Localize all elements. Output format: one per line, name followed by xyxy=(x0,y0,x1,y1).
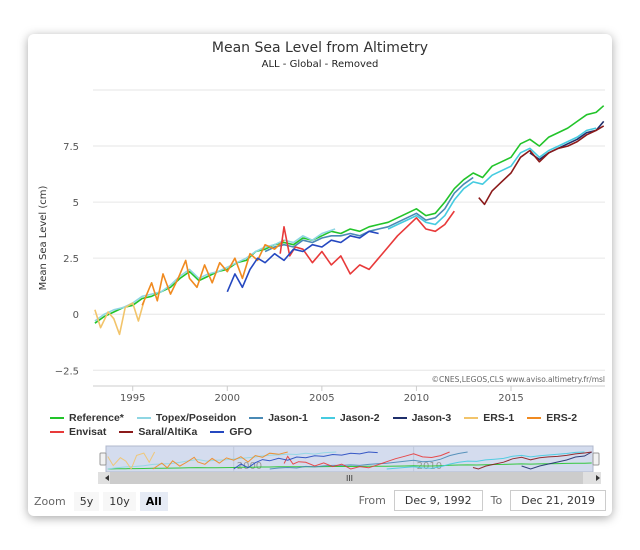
navigator-series xyxy=(107,462,592,470)
series-line-reference-[interactable] xyxy=(94,105,605,324)
y-tick-label: −2.5 xyxy=(55,366,79,377)
x-tick-label: 2000 xyxy=(215,393,240,404)
legend-label: Envisat xyxy=(69,426,107,438)
scroll-left-arrow-icon[interactable] xyxy=(105,475,109,481)
scroll-right-arrow-icon[interactable] xyxy=(596,475,600,481)
zoom-5y-button[interactable]: 5y xyxy=(73,492,100,511)
x-tick-label: 2015 xyxy=(498,393,523,404)
legend-label: Jason-1 xyxy=(268,412,308,424)
legend-label: Jason-3 xyxy=(411,412,452,424)
x-tick-label: 1995 xyxy=(120,393,145,404)
zoom-10y-button[interactable]: 10y xyxy=(103,492,136,511)
legend-label: Saral/AltiKa xyxy=(138,426,198,438)
legend-swatch xyxy=(464,417,479,420)
zoom-controls: Zoom 5y 10y All xyxy=(34,492,168,511)
legend-label: ERS-2 xyxy=(546,412,578,424)
navigator-series xyxy=(283,451,450,470)
navigator-series xyxy=(521,451,592,470)
to-label: To xyxy=(490,494,503,507)
navigator-right-handle[interactable] xyxy=(592,452,600,466)
legend-swatch xyxy=(392,417,407,420)
legend-swatch xyxy=(136,417,151,420)
navigator-series xyxy=(269,451,468,470)
date-range: From Dec 9, 1992 To Dec 21, 2019 xyxy=(359,490,606,511)
legend-swatch xyxy=(50,417,64,420)
navigator-left-handle[interactable] xyxy=(99,452,107,466)
chart-title: Mean Sea Level from Altimetry xyxy=(211,40,429,56)
legend-label: ERS-1 xyxy=(483,412,515,424)
y-tick-label: 5 xyxy=(73,198,79,209)
legend-label: Reference* xyxy=(69,412,124,424)
y-axis-label: Mean Sea Level (cm) xyxy=(38,185,49,290)
series-line-envisat[interactable] xyxy=(279,210,455,275)
x-tick-label: 2005 xyxy=(309,393,334,404)
to-date-input[interactable]: Dec 21, 2019 xyxy=(510,490,606,511)
legend-item[interactable]: Topex/Poseidon xyxy=(136,411,237,425)
legend-item[interactable]: Envisat xyxy=(50,425,106,439)
legend-item[interactable]: GFO xyxy=(210,425,252,439)
y-tick-label: 2.5 xyxy=(63,254,79,265)
legend-item[interactable]: Reference* xyxy=(50,411,124,425)
navigator-series xyxy=(107,451,337,470)
legend-item[interactable]: ERS-1 xyxy=(464,411,514,425)
navigator-series xyxy=(107,451,156,471)
legend-label: GFO xyxy=(229,426,253,438)
navigator-series xyxy=(386,451,585,470)
navigator-series xyxy=(152,451,288,470)
scrollbar-grip: III xyxy=(346,474,353,483)
legend-item[interactable]: ERS-2 xyxy=(527,411,577,425)
y-tick-label: 0 xyxy=(73,310,79,321)
legend-label: Topex/Poseidon xyxy=(155,412,237,424)
legend: Reference* Topex/Poseidon Jason-1 Jason-2 Ja… xyxy=(50,411,610,439)
x-tick-label: 2010 xyxy=(404,393,429,404)
legend-swatch xyxy=(320,417,335,420)
y-tick-label: 7.5 xyxy=(63,142,79,153)
legend-item[interactable]: Saral/AltiKa xyxy=(119,425,197,439)
series-line-saral-altika[interactable] xyxy=(478,125,605,206)
legend-swatch xyxy=(249,417,264,420)
legend-swatch xyxy=(210,431,225,434)
zoom-label: Zoom xyxy=(34,495,66,508)
chart-card: Mean Sea Level from Altimetry ALL - Glob… xyxy=(28,34,612,516)
legend-item[interactable]: Jason-3 xyxy=(392,411,452,425)
legend-item[interactable]: Jason-1 xyxy=(249,411,308,425)
from-date-input[interactable]: Dec 9, 1992 xyxy=(393,490,483,511)
series-line-topex-poseidon[interactable] xyxy=(94,228,336,322)
series-line-ers-1[interactable] xyxy=(94,300,145,336)
series-line-gfo[interactable] xyxy=(226,230,379,293)
series-line-jason-2[interactable] xyxy=(387,127,597,230)
series-line-jason-3[interactable] xyxy=(529,120,605,161)
legend-label: Jason-2 xyxy=(339,412,380,424)
legend-swatch xyxy=(50,431,64,434)
navigator-series xyxy=(472,451,592,470)
navigator-series xyxy=(233,451,378,470)
from-label: From xyxy=(358,494,386,507)
scrollbar-thumb[interactable] xyxy=(110,472,583,484)
chart-subtitle: ALL - Global - Removed xyxy=(261,59,379,70)
zoom-all-button[interactable]: All xyxy=(139,492,168,511)
credits: ©CNES,LEGOS,CLS www.aviso.altimetry.fr/m… xyxy=(432,375,605,384)
legend-swatch xyxy=(527,417,542,420)
legend-item[interactable]: Jason-2 xyxy=(320,411,380,425)
legend-swatch xyxy=(119,431,134,434)
